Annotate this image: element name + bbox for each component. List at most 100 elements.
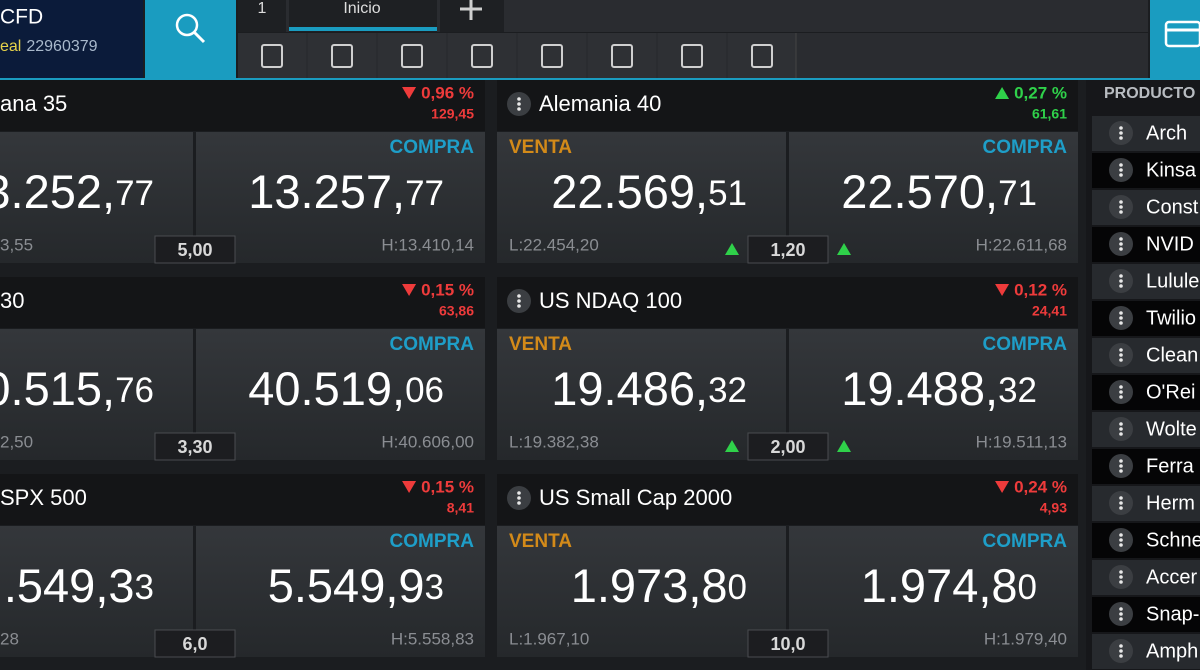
price-main: 40.519,: [248, 362, 405, 415]
product-name: Herm: [1146, 492, 1195, 514]
menu-dot: [1119, 427, 1123, 431]
spread: 2,00: [770, 437, 805, 457]
search-button[interactable]: [145, 0, 236, 78]
menu-dot: [1119, 533, 1123, 537]
change-value: 61,61: [1032, 106, 1067, 122]
menu-dot: [1119, 575, 1123, 579]
menu-dot: [1119, 654, 1123, 658]
product-name: Snap-: [1146, 603, 1199, 625]
high-price: H:19.511,13: [976, 432, 1067, 451]
wallet-button[interactable]: [1150, 0, 1200, 78]
change-percent: 0,24 %: [1014, 477, 1067, 496]
menu-dot: [1119, 612, 1123, 616]
buy-panel[interactable]: [196, 329, 485, 460]
account-box[interactable]: [0, 0, 143, 78]
toolbar-button[interactable]: [518, 33, 586, 78]
price-main: 22.569,: [551, 165, 708, 218]
menu-dot: [1119, 390, 1123, 394]
menu-dot: [1119, 237, 1123, 241]
tab-label: Inicio: [343, 0, 380, 17]
price-pips: 06: [405, 371, 444, 410]
price-main: 0.515,: [0, 362, 115, 415]
tab[interactable]: [289, 0, 437, 32]
menu-dot: [1119, 506, 1123, 510]
menu-dot: [1119, 348, 1123, 352]
product-name: Clean: [1146, 344, 1198, 366]
menu-dot: [1119, 247, 1123, 251]
menu-dot: [1119, 649, 1123, 653]
product-name: NVID: [1146, 233, 1194, 255]
buy-panel[interactable]: [789, 329, 1078, 460]
menu-dot: [1119, 464, 1123, 468]
menu-dot: [517, 97, 521, 101]
price-tile: 30 0,15 % 63,86 COMPRA 0.515,76 40.519,06 2,50…: [0, 277, 485, 461]
sell-label: VENTA: [509, 334, 572, 355]
buy-panel[interactable]: [196, 132, 485, 263]
buy-label: COMPRA: [390, 137, 475, 158]
spread-box: [747, 432, 829, 461]
buy-panel[interactable]: [789, 132, 1078, 263]
tile-header: [497, 277, 1078, 328]
instrument-name: US NDAQ 100: [539, 288, 682, 313]
toolbar-icon: [471, 44, 493, 68]
toolbar-button[interactable]: [728, 33, 796, 78]
toolbar-icon: [541, 44, 563, 68]
menu-dot: [1119, 126, 1123, 130]
spread-box: [154, 235, 236, 264]
price-pips: 32: [998, 371, 1037, 410]
sell-label: VENTA: [509, 531, 572, 552]
price-pips: 0: [728, 568, 747, 607]
toolbar-button[interactable]: [378, 33, 446, 78]
change-value: 63,86: [439, 303, 474, 319]
sell-panel[interactable]: [497, 132, 786, 263]
menu-dot: [1119, 279, 1123, 283]
buy-panel[interactable]: [196, 526, 485, 657]
spread: 3,30: [177, 437, 212, 457]
product-name: Const: [1146, 196, 1199, 218]
tab-label: 1: [258, 0, 267, 17]
tab[interactable]: [238, 0, 286, 32]
product-name: Amph: [1146, 640, 1198, 662]
price-main: 22.570,: [841, 165, 998, 218]
toolbar-button[interactable]: [658, 33, 726, 78]
high-price: H:40.606,00: [381, 432, 474, 451]
sell-panel[interactable]: [497, 329, 786, 460]
high-price: H:22.611,68: [976, 235, 1067, 254]
price: 19.488,32: [841, 362, 1037, 415]
low-price: 28: [0, 629, 19, 648]
trend-arrow: [725, 243, 739, 255]
product-name: Lulule: [1146, 270, 1199, 292]
spread: 10,0: [770, 634, 805, 654]
menu-dot: [517, 107, 521, 111]
toolbar-button[interactable]: [588, 33, 656, 78]
menu-dot: [1119, 644, 1123, 648]
price-tile: Alemania 40 0,27 % 61,61 VENTA COMPRA 22.569,…: [497, 80, 1078, 264]
tile-header: [497, 474, 1078, 525]
product-name: Accer: [1146, 566, 1197, 588]
search-icon: [192, 30, 206, 44]
buy-label: COMPRA: [983, 334, 1068, 355]
instrument-name: 30: [0, 288, 24, 313]
menu-dot: [1119, 200, 1123, 204]
menu-dot: [517, 491, 521, 495]
menu-dot: [1119, 469, 1123, 473]
menu-dot: [517, 102, 521, 106]
product-name: Twilio: [1146, 307, 1196, 329]
high-price: H:13.410,14: [381, 235, 474, 254]
toolbar-button[interactable]: [308, 33, 376, 78]
price: 13.257,77: [248, 165, 444, 218]
menu-dot: [1119, 580, 1123, 584]
price: 1.974,80: [861, 559, 1037, 612]
trend-arrow: [402, 481, 417, 493]
brand: CFD: [0, 6, 43, 29]
price-tile: US NDAQ 100 0,12 % 24,41 VENTA COMPRA 19.486,…: [497, 277, 1078, 461]
toolbar-button[interactable]: [448, 33, 516, 78]
spread: 1,20: [770, 240, 805, 260]
menu-dot: [1119, 316, 1123, 320]
sell-panel[interactable]: [497, 526, 786, 657]
toolbar-button[interactable]: [238, 33, 306, 78]
account-line: eal 22960379: [0, 38, 98, 55]
trend-arrow: [995, 481, 1010, 493]
buy-panel[interactable]: [789, 526, 1078, 657]
